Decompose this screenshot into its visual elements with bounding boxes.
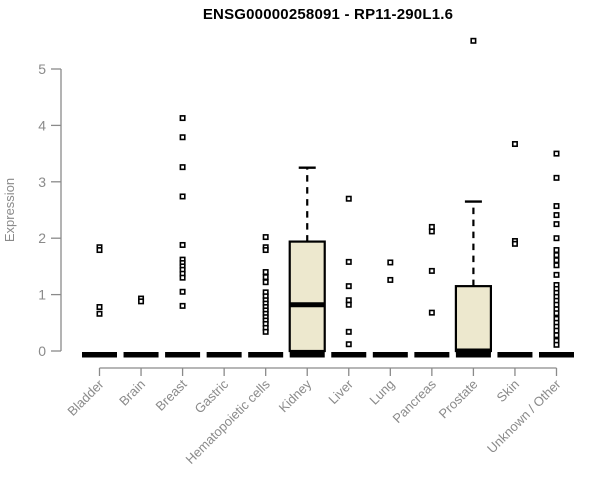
box <box>288 240 326 353</box>
data-point <box>428 309 435 316</box>
data-point <box>553 235 560 242</box>
series-skin <box>497 141 533 358</box>
data-point <box>138 298 145 305</box>
data-point <box>345 328 352 335</box>
data-point <box>96 310 103 317</box>
data-point <box>96 304 103 311</box>
data-point <box>553 332 560 339</box>
series-brain <box>123 295 159 358</box>
data-point <box>345 301 352 308</box>
data-point <box>262 247 269 254</box>
x-category-label: Liver <box>325 376 356 407</box>
y-axis: 0 1 2 3 4 5 <box>38 61 62 359</box>
data-point <box>345 283 352 290</box>
x-category-label: Unknown / Other <box>484 376 564 456</box>
zero-bar <box>123 352 159 358</box>
series-breast <box>165 115 201 358</box>
data-point <box>179 241 186 248</box>
data-point <box>262 269 269 276</box>
series-hematopoietic-cells <box>248 234 284 358</box>
x-category-label: Breast <box>153 376 190 413</box>
data-point <box>553 221 560 228</box>
y-tick-label: 4 <box>38 117 46 133</box>
data-point <box>470 37 477 44</box>
y-tick-label: 1 <box>38 287 46 303</box>
data-point <box>387 276 394 283</box>
series-liver <box>331 195 367 358</box>
zero-bar <box>372 352 408 358</box>
x-category-label: Brain <box>116 377 148 409</box>
series-bladder <box>82 244 117 358</box>
y-tick-label: 0 <box>38 343 46 359</box>
y-tick-label: 2 <box>38 230 46 246</box>
data-point <box>96 247 103 254</box>
data-point <box>553 247 560 254</box>
chart-title: ENSG00000258091 - RP11-290L1.6 <box>202 6 454 23</box>
y-tick-label: 5 <box>38 61 46 77</box>
x-category-label: Bladder <box>64 376 107 419</box>
data-point <box>179 164 186 171</box>
data-point <box>345 258 352 265</box>
data-point <box>179 193 186 200</box>
data-point <box>345 341 352 348</box>
data-point <box>553 310 560 317</box>
series-prostate <box>454 37 493 358</box>
zero-bar <box>248 352 284 358</box>
x-category-label: Lung <box>366 377 397 408</box>
zero-bar <box>538 352 574 358</box>
data-point <box>511 141 518 148</box>
data-point <box>345 195 352 202</box>
zero-bar <box>414 352 450 358</box>
data-point <box>262 279 269 286</box>
x-category-label: Prostate <box>436 377 481 422</box>
data-point <box>511 240 518 247</box>
zero-bar <box>455 352 491 358</box>
zero-bar <box>289 352 325 358</box>
series-unknown-other <box>538 150 574 358</box>
box <box>454 285 493 353</box>
y-tick-label: 3 <box>38 174 46 190</box>
data-point <box>553 174 560 181</box>
data-point <box>428 267 435 274</box>
zero-bar <box>497 352 533 358</box>
data-point <box>179 134 186 141</box>
data-point <box>553 257 560 264</box>
y-axis-label: Expression <box>2 178 17 242</box>
data-point <box>428 228 435 235</box>
series-pancreas <box>414 223 450 358</box>
data-point <box>262 234 269 241</box>
data-point <box>553 252 560 259</box>
data-point <box>179 288 186 295</box>
data-point <box>179 274 186 281</box>
series-gastric <box>206 352 242 358</box>
data-point <box>179 115 186 122</box>
x-category-label: Skin <box>494 377 522 405</box>
data-point <box>553 150 560 157</box>
data-point <box>262 328 269 335</box>
data-point <box>179 302 186 309</box>
zero-bar <box>82 352 117 358</box>
x-category-label: Kidney <box>276 376 315 415</box>
zero-bar <box>165 352 201 358</box>
data-point <box>262 274 269 281</box>
series-lung <box>372 259 408 358</box>
zero-bar <box>206 352 242 358</box>
x-category-label: Gastric <box>192 376 232 416</box>
data-point <box>553 341 560 348</box>
x-category-label: Pancreas <box>390 376 440 426</box>
zero-bar <box>331 352 367 358</box>
data-point <box>553 262 560 269</box>
data-point <box>553 212 560 219</box>
data-point <box>387 259 394 266</box>
series-kidney <box>288 166 326 358</box>
data-point <box>553 271 560 278</box>
data-point <box>553 203 560 210</box>
